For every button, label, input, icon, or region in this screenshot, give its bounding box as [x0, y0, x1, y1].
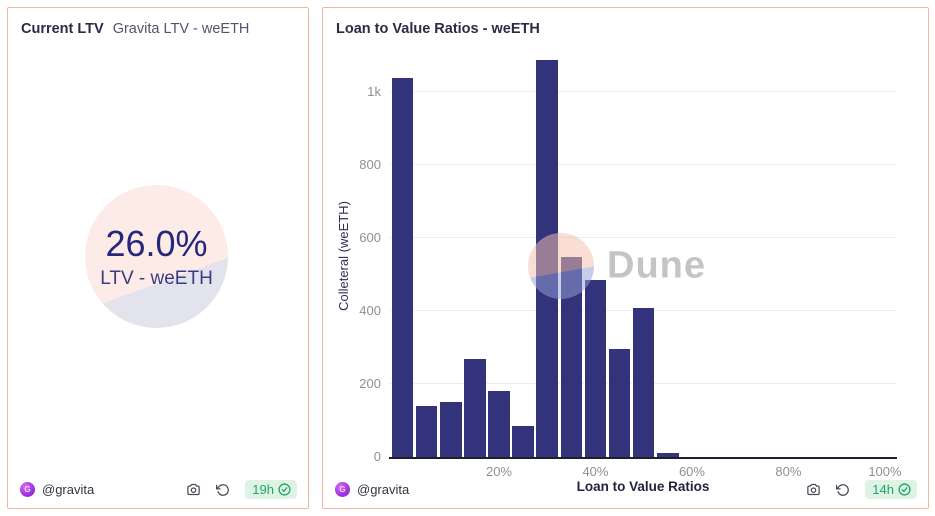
bar-50pct — [632, 307, 655, 457]
x-tick-label: 80% — [775, 464, 802, 479]
last-updated-badge[interactable]: 19h — [245, 480, 297, 499]
bar-0pct — [391, 77, 414, 457]
camera-icon — [187, 483, 201, 496]
check-circle-icon — [898, 483, 911, 496]
y-tick-label: 200 — [359, 376, 381, 392]
author-link[interactable]: @gravita — [357, 482, 410, 497]
bar-5pct — [415, 405, 438, 457]
plot-area — [389, 56, 897, 459]
y-tick-label: 1k — [367, 84, 381, 100]
x-tick-label: 40% — [582, 464, 609, 479]
last-updated-text: 14h — [872, 482, 894, 497]
y-tick-label: 0 — [373, 449, 381, 464]
gravita-avatar[interactable]: G — [20, 482, 35, 497]
ltv-ratios-header: Loan to Value Ratios - weETH — [323, 8, 928, 38]
last-updated-text: 19h — [252, 482, 274, 497]
widget-title: Current LTV — [21, 21, 104, 37]
current-ltv-header: Current LTV Gravita LTV - weETH — [8, 8, 308, 38]
x-tick-label: 100% — [868, 464, 902, 479]
y-tick-label: 400 — [359, 303, 381, 319]
check-circle-icon — [278, 483, 291, 496]
bar-20pct — [488, 391, 510, 457]
ltv-pie-chart: 26.0% LTV - weETH — [85, 185, 228, 328]
ltv-value: 26.0% — [105, 223, 208, 264]
refresh-icon — [216, 483, 230, 496]
widget-subtitle: Gravita LTV - weETH — [112, 21, 250, 37]
card-footer: G @gravita 19h — [20, 480, 297, 499]
refresh-icon — [836, 483, 850, 496]
x-tick-label: 20% — [485, 464, 512, 479]
bar-35pct — [560, 256, 583, 457]
current-ltv-card: Current LTV Gravita LTV - weETH 26.0% LTV… — [7, 7, 309, 509]
bar-40pct — [584, 280, 607, 457]
last-updated-badge[interactable]: 14h — [865, 480, 917, 499]
gridline-600 — [389, 237, 897, 239]
bar-45pct — [608, 349, 631, 457]
camera-icon — [807, 483, 821, 496]
refresh-button[interactable] — [215, 482, 231, 498]
screenshot-button[interactable] — [185, 481, 202, 498]
y-tick-label: 600 — [359, 230, 381, 246]
bar-55pct — [657, 452, 679, 457]
chart-title: Loan to Value Ratios - weETH — [336, 21, 540, 37]
y-tick-label: 800 — [359, 157, 381, 173]
bar-15pct — [464, 358, 486, 457]
bar-chart: Colleteral (weETH) 0 200 400 600 800 1k 20% 40… — [323, 8, 928, 508]
author-link[interactable]: @gravita — [42, 482, 95, 497]
gridline-800 — [389, 164, 897, 166]
ltv-ratios-card: Loan to Value Ratios - weETH Colleteral … — [322, 7, 929, 509]
bar-10pct — [440, 402, 462, 457]
bar-30pct — [536, 59, 558, 457]
bar-25pct — [512, 426, 534, 457]
y-axis-title: Colleteral (weETH) — [336, 201, 351, 311]
gridline-1000 — [389, 91, 897, 93]
x-axis-title: Loan to Value Ratios — [576, 479, 710, 494]
x-tick-label: 60% — [678, 464, 705, 479]
refresh-button[interactable] — [835, 482, 851, 498]
screenshot-button[interactable] — [805, 481, 822, 498]
ltv-caption: LTV - weETH — [100, 268, 213, 289]
gravita-avatar[interactable]: G — [335, 482, 350, 497]
card-footer: G @gravita 14h — [335, 480, 917, 499]
